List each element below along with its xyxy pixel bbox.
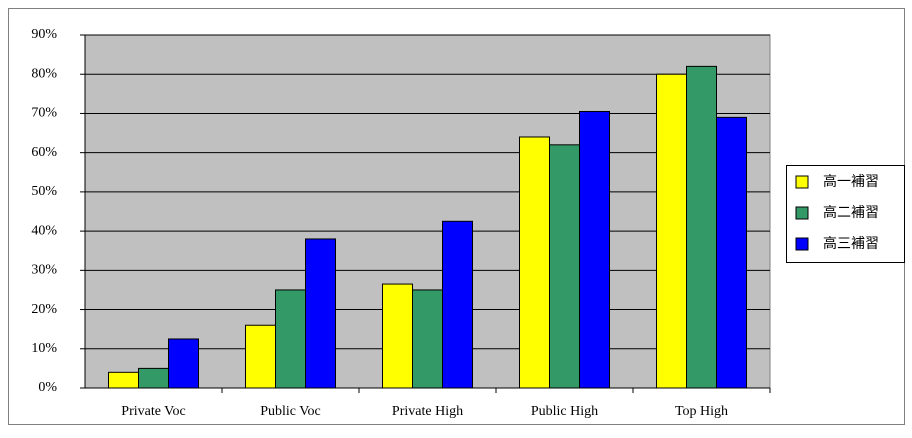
bar — [108, 371, 139, 389]
bar — [686, 65, 717, 389]
bar — [168, 338, 199, 389]
bar — [656, 73, 687, 389]
y-tick-label: 10% — [31, 341, 57, 356]
y-tick-label: 90% — [31, 27, 57, 42]
legend-label: 高二補習 — [823, 204, 879, 221]
y-tick-label: 40% — [31, 223, 57, 238]
y-tick-label: 70% — [31, 106, 57, 121]
x-tick-label: Private Voc — [121, 404, 185, 419]
y-tick-label: 20% — [31, 302, 57, 317]
x-tick-label: Top High — [675, 404, 728, 419]
x-tick-label: Private High — [392, 404, 463, 419]
y-tick-label: 30% — [31, 263, 57, 278]
legend-swatch — [795, 175, 809, 189]
legend-swatch — [795, 237, 809, 251]
bar — [519, 136, 550, 389]
x-tick-label: Public Voc — [260, 404, 321, 419]
bar — [382, 283, 413, 389]
y-tick-label: 50% — [31, 184, 57, 199]
bar — [138, 367, 169, 389]
bar — [549, 144, 580, 389]
bar — [245, 324, 276, 389]
x-tick-label: Public High — [531, 404, 598, 419]
legend-label: 高三補習 — [823, 235, 879, 252]
bar — [716, 116, 747, 389]
bar — [275, 289, 306, 389]
legend-label: 高一補習 — [823, 173, 879, 190]
bar — [412, 289, 443, 389]
bar — [579, 110, 610, 389]
y-tick-label: 0% — [38, 380, 57, 395]
y-tick-label: 80% — [31, 66, 57, 81]
bar — [305, 238, 336, 389]
bar — [442, 220, 473, 389]
y-tick-label: 60% — [31, 145, 57, 160]
legend-swatch — [795, 206, 809, 220]
